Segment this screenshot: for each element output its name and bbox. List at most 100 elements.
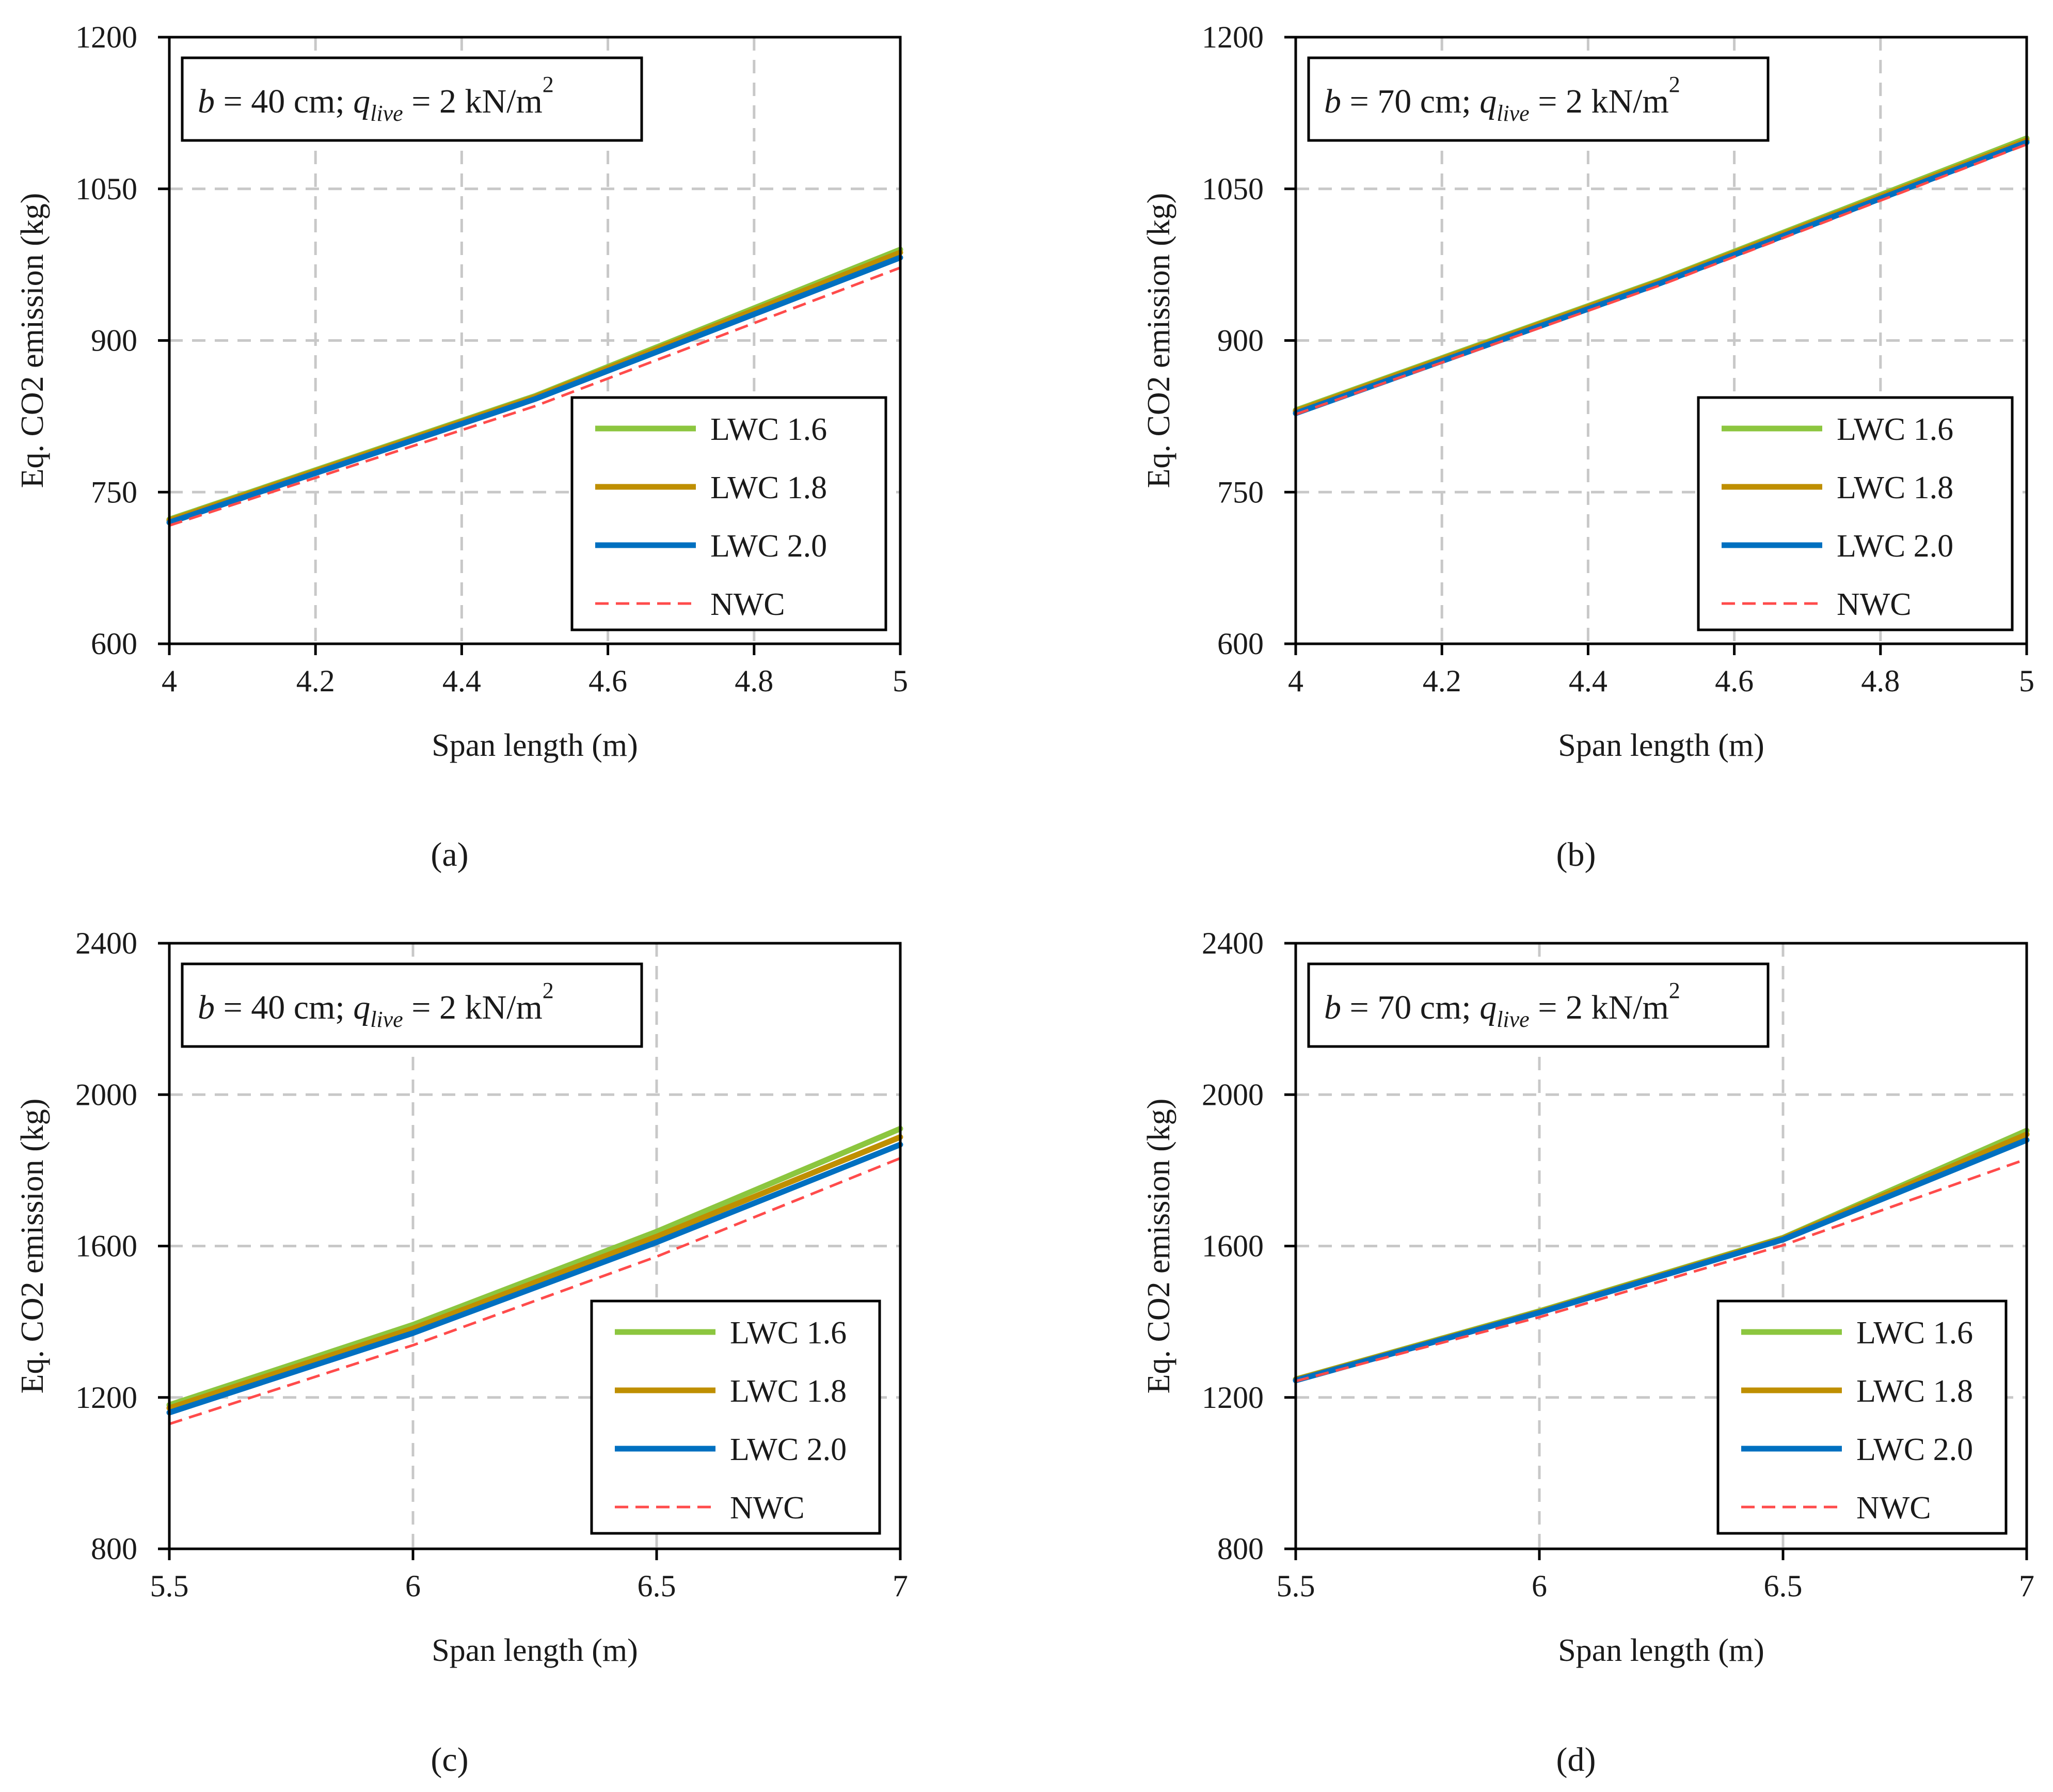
panel-title: b = 40 cm; qlive = 2 kN/m2: [198, 72, 554, 126]
y-axis-label: Eq. CO2 emission (kg): [1141, 193, 1176, 488]
x-axis-label: Span length (m): [1558, 728, 1764, 763]
title-part: b: [198, 83, 215, 120]
y-tick-label: 1200: [1202, 1381, 1264, 1415]
x-tick-label: 6.5: [638, 1569, 676, 1603]
legend-label: LWC 2.0: [1837, 529, 1953, 564]
x-tick-label: 6: [405, 1569, 421, 1603]
series-line-lwc-2-0: [166, 1141, 903, 1416]
x-tick-label: 4.8: [1861, 664, 1900, 698]
series-line-lwc-1-6: [166, 1125, 903, 1408]
x-tick-label: 5: [893, 664, 908, 698]
panel-caption: (a): [431, 836, 468, 874]
y-tick-label: 900: [1217, 324, 1264, 358]
y-tick-label: 2400: [1202, 926, 1264, 960]
x-tick-label: 4.8: [735, 664, 773, 698]
legend-label: LWC 2.0: [1856, 1432, 1973, 1467]
y-axis-label: Eq. CO2 emission (kg): [15, 1099, 50, 1394]
legend-label: LWC 1.6: [730, 1315, 847, 1351]
title-part: b: [1324, 989, 1341, 1026]
x-tick-label: 4.2: [296, 664, 335, 698]
legend-label: NWC: [730, 1490, 805, 1526]
legend-box: [590, 1299, 881, 1535]
series-line-lwc-1-8: [1293, 137, 2030, 415]
title-part: b: [1324, 83, 1341, 120]
panel-caption: (b): [1556, 836, 1596, 874]
title-part: q: [1479, 989, 1497, 1026]
legend-label: LWC 1.6: [1837, 412, 1953, 447]
legend-box: [1697, 396, 2014, 631]
title-part: q: [1479, 83, 1497, 120]
x-tick-label: 4: [162, 664, 177, 698]
chart-panel-d: 5.5 6 6.5 7 800 1200 1600 2000 2400 Span length (…: [1141, 926, 2034, 1779]
y-axis-label: Eq. CO2 emission (kg): [15, 193, 50, 488]
x-tick-label: 4.6: [1715, 664, 1754, 698]
legend-label: LWC 1.6: [710, 412, 827, 447]
y-tick-label: 800: [1217, 1532, 1264, 1566]
y-tick-label: 750: [91, 475, 137, 509]
legend-label: LWC 2.0: [730, 1432, 847, 1467]
chart-panel-b: 4 4.2 4.4 4.6 4.8 5 600 750 900 1050 1200 Span leng…: [1141, 20, 2034, 874]
x-tick-label: 4.2: [1423, 664, 1461, 698]
legend-label: NWC: [1856, 1490, 1931, 1526]
panel-title-box: [181, 56, 643, 142]
series-line-nwc: [169, 1157, 901, 1425]
x-tick-label: 4.4: [442, 664, 481, 698]
title-part: = 2 kN/m: [1530, 83, 1669, 120]
x-tick-label: 4.4: [1569, 664, 1608, 698]
chart-panel-c: 5.5 6 6.5 7 800 1200 1600 2000 2400 Span length (…: [15, 926, 908, 1779]
y-axis-label: Eq. CO2 emission (kg): [1141, 1099, 1176, 1394]
title-part: = 40 cm;: [215, 83, 353, 120]
x-tick-label: 4.6: [588, 664, 627, 698]
panel-title-box: [181, 962, 643, 1048]
title-part: q: [353, 989, 370, 1026]
legend-label: LWC 1.8: [1837, 470, 1953, 505]
title-part: live: [1497, 1007, 1530, 1032]
series-line-nwc: [169, 266, 901, 527]
y-tick-label: 600: [91, 627, 137, 661]
x-tick-label: 5.5: [1277, 1569, 1315, 1603]
y-tick-label: 1600: [75, 1229, 137, 1263]
x-tick-label: 5: [2019, 664, 2034, 698]
title-part: 2: [543, 978, 554, 1003]
y-tick-label: 1200: [75, 20, 137, 54]
title-part: = 2 kN/m: [1530, 989, 1669, 1026]
y-tick-label: 2000: [1202, 1077, 1264, 1112]
x-axis-label: Span length (m): [432, 1633, 638, 1668]
title-part: live: [370, 101, 403, 126]
legend-box: [1716, 1299, 2008, 1535]
y-tick-label: 1600: [1202, 1229, 1264, 1263]
title-part: = 70 cm;: [1341, 989, 1479, 1026]
legend-label: NWC: [1837, 587, 1912, 622]
y-tick-label: 1200: [1202, 20, 1264, 54]
x-tick-label: 7: [2019, 1569, 2034, 1603]
chart-panel-a: 4 4.2 4.4 4.6 4.8 5 600 750 900 1050 1200 Span leng…: [15, 20, 908, 874]
y-tick-label: 1050: [75, 172, 137, 206]
panel-title-box: [1307, 962, 1770, 1048]
x-tick-label: 4: [1288, 664, 1303, 698]
title-part: live: [1497, 101, 1530, 126]
panel-title: b = 70 cm; qlive = 2 kN/m2: [1324, 978, 1680, 1032]
legend-label: NWC: [710, 587, 785, 622]
legend-label: LWC 1.8: [710, 470, 827, 505]
x-tick-label: 6.5: [1764, 1569, 1803, 1603]
panel-caption: (c): [431, 1741, 468, 1779]
title-part: 2: [1669, 72, 1680, 97]
legend-label: LWC 1.8: [730, 1374, 847, 1409]
y-tick-label: 2400: [75, 926, 137, 960]
y-tick-label: 2000: [75, 1077, 137, 1112]
x-tick-label: 6: [1532, 1569, 1547, 1603]
legend-label: LWC 1.8: [1856, 1374, 1973, 1409]
legend-label: LWC 2.0: [710, 529, 827, 564]
y-tick-label: 1200: [75, 1381, 137, 1415]
series-line-lwc-2-0: [166, 255, 903, 526]
panel-title-box: [1307, 56, 1770, 142]
y-tick-label: 900: [91, 324, 137, 358]
title-part: 2: [543, 72, 554, 97]
y-tick-label: 750: [1217, 475, 1264, 509]
x-tick-label: 5.5: [150, 1569, 189, 1603]
title-part: = 40 cm;: [215, 989, 353, 1026]
y-tick-label: 800: [91, 1532, 137, 1566]
series-line-nwc: [1295, 1157, 2027, 1383]
title-part: live: [370, 1007, 403, 1032]
